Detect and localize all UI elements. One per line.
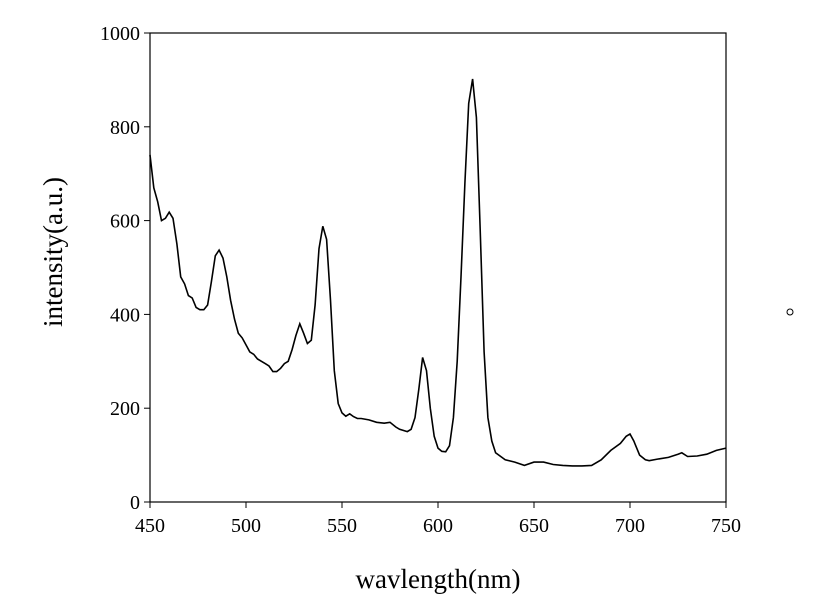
x-tick-label: 600 <box>423 515 453 537</box>
y-tick-label: 200 <box>110 398 140 420</box>
y-tick-label: 1000 <box>100 23 140 45</box>
x-tick-label: 650 <box>519 515 549 537</box>
y-axis-label: intensity(a.u.) <box>38 177 68 327</box>
y-tick-label: 800 <box>110 117 140 139</box>
x-tick-label: 450 <box>135 515 165 537</box>
line-series <box>149 78 727 467</box>
y-tick-label: 400 <box>110 304 140 326</box>
plot-frame <box>149 32 727 503</box>
y-tick-label: 600 <box>110 211 140 233</box>
y-tick-label: 0 <box>130 492 140 514</box>
x-tick-label: 500 <box>231 515 261 537</box>
x-tick-label: 700 <box>615 515 645 537</box>
stray-mark <box>786 308 794 316</box>
x-tick-label: 550 <box>327 515 357 537</box>
x-tick-label: 750 <box>711 515 741 537</box>
x-axis-label: wavlength(nm) <box>356 564 521 594</box>
